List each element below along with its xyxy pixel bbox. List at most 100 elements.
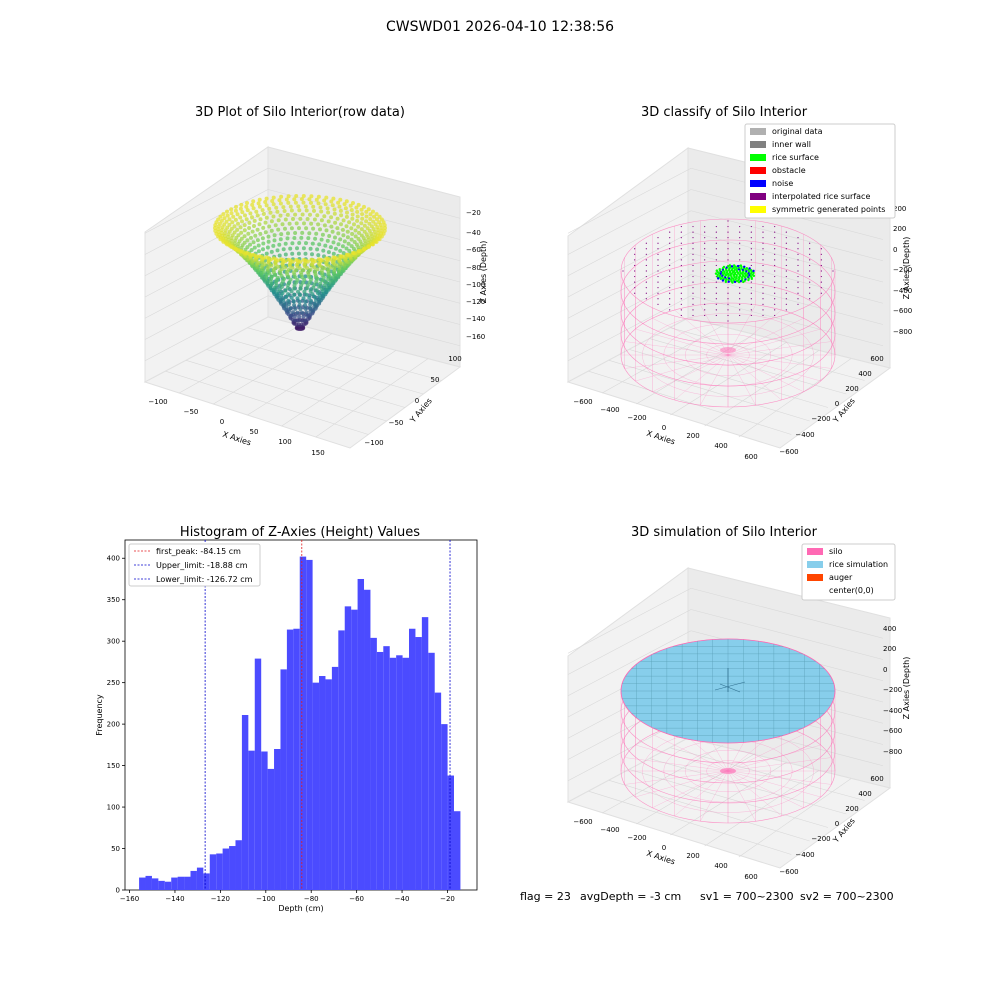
raw-data-point: [221, 239, 226, 244]
interpolated-point: [704, 225, 706, 228]
raw-data-point: [308, 306, 313, 310]
raw-data-point: [251, 199, 256, 204]
raw-data-point: [290, 251, 295, 256]
interpolated-point: [727, 242, 729, 244]
raw-data-point: [268, 210, 273, 215]
interpolated-point: [704, 259, 706, 261]
rice-surface-point: [737, 280, 741, 284]
legend-label-inner-wall: inner wall: [772, 140, 811, 149]
raw-data-point: [342, 239, 347, 244]
classify-3d-points: [622, 220, 834, 353]
raw-data-point: [269, 249, 274, 254]
silo-floor-spoke: [727, 354, 756, 406]
interpolated-point: [657, 253, 659, 255]
raw-data-point: [329, 224, 334, 229]
raw-data-point: [266, 234, 271, 239]
interpolated-point: [797, 275, 799, 278]
interpolated-point: [657, 264, 659, 267]
raw-data-point: [368, 212, 373, 217]
raw-data-point: [315, 213, 320, 218]
raw-data-point: [279, 232, 284, 237]
sim-3d-z-tick: −400: [883, 707, 902, 715]
raw-data-point: [349, 237, 354, 242]
raw-data-point: [355, 218, 360, 223]
raw-data-point: [312, 294, 317, 299]
noise-point: [739, 279, 742, 283]
raw-data-point: [314, 288, 319, 293]
raw-data-point: [288, 204, 293, 209]
raw-data-point: [319, 209, 324, 214]
classify-3d-y-tick: 200: [845, 385, 858, 393]
raw-data-point: [364, 219, 369, 224]
silo-floor-spoke: [652, 770, 729, 808]
interpolated-point: [715, 298, 717, 300]
rice-surface-point: [728, 264, 732, 267]
raw-data-point: [319, 237, 324, 242]
interpolated-point: [692, 309, 694, 311]
raw-data-point: [371, 219, 376, 224]
raw-3d-panel: 3D Plot of Silo Interior(row data) −100 …: [143, 105, 488, 457]
interpolated-point: [750, 248, 752, 250]
interpolated-point: [634, 253, 636, 255]
raw-3d-title: 3D Plot of Silo Interior(row data): [195, 105, 405, 120]
raw-3d-y-tick: −50: [389, 419, 404, 427]
raw-data-point: [308, 267, 313, 272]
raw-data-point: [294, 194, 299, 198]
pane-grid-line: [738, 358, 852, 438]
raw-data-point: [273, 223, 278, 228]
raw-data-point: [244, 204, 249, 209]
raw-data-point: [329, 199, 334, 204]
silo-floor-spoke: [727, 304, 756, 356]
raw-data-point: [379, 234, 384, 239]
raw-data-point: [299, 197, 304, 202]
raw-data-point: [326, 219, 331, 224]
raw-data-point: [245, 238, 250, 243]
histogram-y-tick-label: 200: [107, 721, 120, 729]
raw-data-point: [283, 252, 288, 257]
interpolated-point: [727, 309, 729, 311]
raw-data-point: [292, 286, 297, 291]
rice-surface-point: [752, 274, 756, 278]
raw-data-point: [330, 203, 335, 208]
raw-3d-y-tick: −100: [364, 439, 383, 447]
raw-data-point: [292, 314, 297, 319]
raw-data-point: [295, 310, 300, 315]
raw-data-point: [311, 226, 316, 231]
raw-data-point: [342, 202, 347, 207]
raw-data-point: [256, 249, 261, 254]
interpolated-point: [809, 259, 811, 261]
rice-surface-point: [716, 275, 719, 278]
raw-data-point: [333, 220, 338, 225]
legend-swatch-auger: [807, 574, 823, 581]
auger-blade: [714, 681, 746, 691]
raw-data-point: [286, 200, 291, 205]
histogram-bar: [441, 724, 448, 890]
interpolated-point: [715, 287, 717, 289]
pane-grid-line: [567, 587, 692, 654]
raw-data-point: [336, 231, 341, 236]
raw-data-point: [250, 229, 255, 234]
raw-data-point: [284, 295, 289, 299]
raw-data-point: [300, 230, 305, 235]
interpolated-point: [774, 275, 776, 278]
interpolated-point: [762, 259, 764, 261]
raw-data-point: [260, 208, 265, 213]
histogram-bar: [428, 652, 435, 890]
raw-data-point: [279, 257, 284, 262]
classify-3d-z-tick: −800: [893, 328, 912, 336]
histogram-y-tick-label: 150: [107, 762, 120, 770]
raw-data-point: [326, 210, 331, 215]
rice-surface-point: [722, 265, 726, 269]
sim-3d-y-tick: 0: [835, 820, 839, 828]
silo-floor-center: [720, 347, 736, 353]
interpolated-point: [797, 264, 799, 267]
raw-data-point: [269, 228, 274, 233]
raw-data-point: [273, 266, 278, 271]
raw-3d-x-tick: −100: [148, 398, 167, 406]
raw-data-point: [301, 296, 306, 301]
raw-data-point: [374, 212, 379, 217]
interpolated-point: [704, 242, 706, 244]
pane-grid-line: [690, 587, 884, 639]
raw-data-point: [344, 214, 349, 219]
raw-data-point: [297, 314, 302, 319]
